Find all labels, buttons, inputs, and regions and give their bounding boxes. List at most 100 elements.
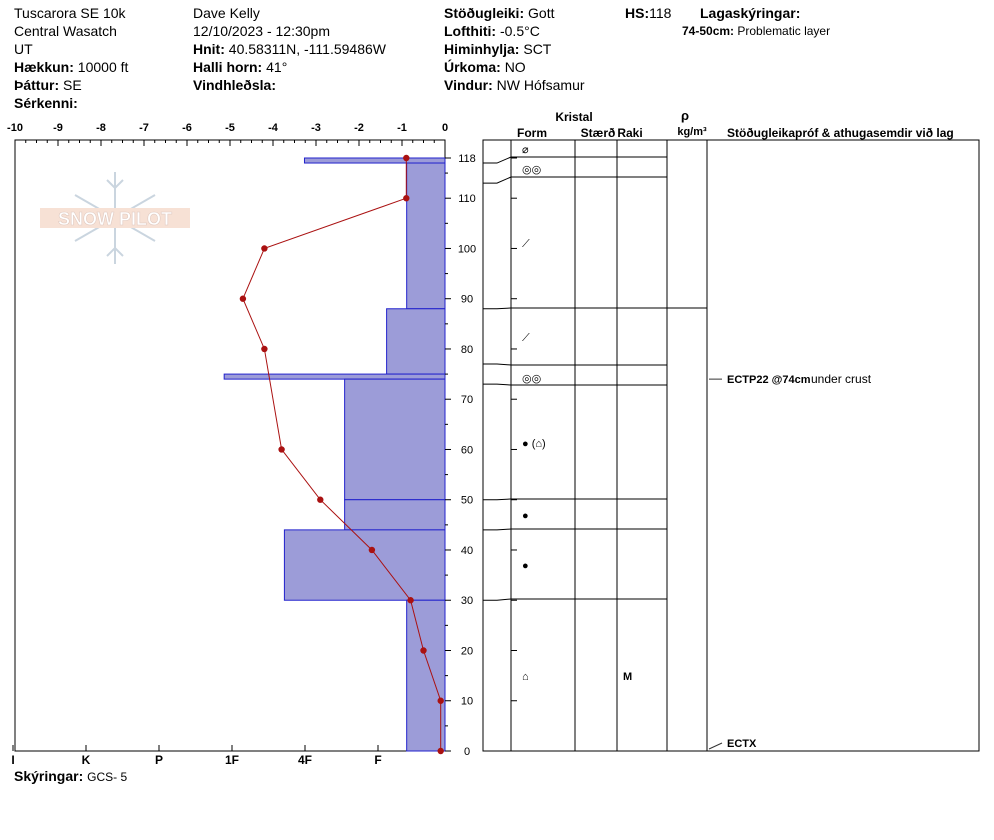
snow-height: HS:118 bbox=[625, 5, 672, 21]
grain-form: ● bbox=[522, 560, 529, 572]
hardness-bar bbox=[406, 162, 446, 310]
header-crystal: Kristal bbox=[555, 110, 592, 124]
temp-point bbox=[403, 195, 410, 202]
observer: Dave Kelly bbox=[193, 5, 260, 21]
depth-tick-label: 80 bbox=[461, 344, 473, 356]
boundary-connector bbox=[483, 363, 512, 366]
stability: Stöðugleiki: Gott bbox=[444, 5, 555, 21]
hardness-tick-label: I bbox=[11, 753, 14, 767]
svg-text:SNOW PILOT: SNOW PILOT bbox=[58, 209, 172, 229]
depth-tick-label: 10 bbox=[461, 696, 473, 708]
depth-tick-label: 70 bbox=[461, 394, 473, 406]
stability-tests: ECTP22 @74cm under crust ECTX bbox=[708, 372, 872, 750]
elevation: Hækkun: 10000 ft bbox=[14, 59, 129, 75]
temp-point bbox=[403, 154, 410, 162]
temp-point bbox=[278, 446, 285, 453]
temp-tick-label: 0 bbox=[442, 122, 448, 134]
grain-form: ● (⌂) bbox=[522, 438, 546, 450]
depth-axis: 0 10 20 30 40 50 60 70 80 90 100 110 118 bbox=[445, 153, 517, 758]
slope-angle: Halli horn: 41° bbox=[193, 59, 288, 75]
layer-notes-title: Lagaskýringar: bbox=[700, 5, 801, 21]
coordinates: Hnit: 40.58311N, -111.59486W bbox=[193, 41, 387, 57]
temp-point bbox=[239, 295, 247, 302]
temp-point bbox=[368, 546, 376, 554]
air-temperature: Lofthiti: -0.5°C bbox=[444, 23, 540, 39]
temp-tick-label: -5 bbox=[225, 122, 235, 134]
boundary-connector bbox=[483, 156, 512, 164]
layer-table: Kristal Form Stærð Raki ρ kg/m³ Stöðugle… bbox=[482, 108, 980, 752]
test-code: ECTX bbox=[727, 738, 757, 750]
layer-note: 74-50cm: Problematic layer bbox=[682, 24, 831, 38]
wind: Vindur: NW Hófsamur bbox=[444, 77, 585, 93]
snowpilot-logo: SNOW PILOT bbox=[40, 172, 190, 264]
precipitation: Úrkoma: NO bbox=[444, 59, 526, 75]
temp-tick-label: -10 bbox=[7, 122, 23, 134]
depth-tick-label: 40 bbox=[461, 545, 473, 557]
temp-point bbox=[261, 345, 268, 353]
hardness-axis: I K P 1F 4F F bbox=[11, 745, 382, 767]
grain-form: ◎◎ bbox=[522, 373, 541, 385]
features: Sérkenni: bbox=[14, 95, 78, 111]
sky-cover: Himinhylja: SCT bbox=[444, 41, 552, 57]
temp-tick-label: -7 bbox=[139, 122, 149, 134]
state: UT bbox=[14, 41, 33, 57]
test-arrow bbox=[708, 742, 723, 750]
hardness-tick-label: K bbox=[82, 753, 91, 767]
grain-moisture: M bbox=[623, 671, 632, 683]
temp-tick-label: -1 bbox=[397, 122, 407, 134]
aspect: Þáttur: SE bbox=[14, 77, 82, 93]
boundary-connector bbox=[483, 528, 512, 531]
grain-form: ⟋ bbox=[522, 332, 530, 344]
boundary-connector bbox=[483, 498, 512, 501]
boundary-connector bbox=[483, 383, 512, 386]
boundary-connector bbox=[483, 176, 512, 184]
temperature-axis: -10 -9 -8 -7 -6 -5 -4 -3 -2 -1 0 bbox=[7, 122, 448, 146]
hardness-bar bbox=[303, 157, 446, 164]
depth-tick-label: 118 bbox=[458, 153, 476, 165]
header-size: Stærð bbox=[581, 126, 616, 140]
temp-point bbox=[437, 697, 444, 704]
hardness-bar bbox=[283, 529, 446, 601]
layer-boundaries bbox=[483, 156, 707, 601]
header-form: Form bbox=[517, 126, 547, 140]
header-stability-tests: Stöðugleikapróf & athugasemdir við lag bbox=[727, 126, 954, 140]
grain-form: ● bbox=[522, 510, 529, 522]
grain-form: ◎◎ bbox=[522, 164, 541, 176]
temp-tick-label: -2 bbox=[354, 122, 364, 134]
wind-loading: Vindhleðsla: bbox=[193, 77, 276, 93]
hardness-tick-label: F bbox=[374, 753, 381, 767]
depth-tick-label: 90 bbox=[461, 294, 473, 306]
depth-tick-label: 60 bbox=[461, 444, 473, 456]
boundary-connector bbox=[483, 307, 512, 310]
depth-tick-label: 20 bbox=[461, 645, 473, 657]
grain-form: ⌂ bbox=[522, 671, 529, 683]
temp-tick-label: -9 bbox=[53, 122, 63, 134]
header-density-unit: kg/m³ bbox=[677, 126, 707, 138]
hardness-tick-label: P bbox=[155, 753, 163, 767]
temp-point bbox=[420, 647, 427, 654]
grain-form: ⟋ bbox=[522, 238, 530, 250]
hardness-bar bbox=[344, 378, 446, 501]
temp-point bbox=[407, 597, 414, 604]
datetime: 12/10/2023 - 12:30pm bbox=[193, 23, 330, 39]
temp-tick-label: -6 bbox=[182, 122, 192, 134]
grain-form: ⌀ bbox=[522, 144, 529, 156]
hardness-bar bbox=[386, 308, 446, 375]
temp-point bbox=[317, 496, 324, 503]
depth-tick-label: 0 bbox=[464, 746, 470, 758]
legend: Skýringar: GCS- 5 bbox=[14, 768, 128, 784]
hardness-tick-label: 4F bbox=[298, 753, 312, 767]
hardness-bar bbox=[406, 599, 446, 752]
temp-line bbox=[242, 158, 442, 751]
test-code: ECTP22 @74cm bbox=[727, 374, 811, 386]
temperature-profile bbox=[239, 154, 444, 755]
header-moisture: Raki bbox=[617, 126, 642, 140]
depth-tick-label: 30 bbox=[461, 595, 473, 607]
hardness-tick-label: 1F bbox=[225, 753, 239, 767]
depth-tick-label: 50 bbox=[461, 495, 473, 507]
temp-point bbox=[437, 747, 444, 755]
header-rho: ρ bbox=[681, 108, 689, 123]
range: Central Wasatch bbox=[14, 23, 117, 39]
temp-tick-label: -4 bbox=[268, 122, 279, 134]
